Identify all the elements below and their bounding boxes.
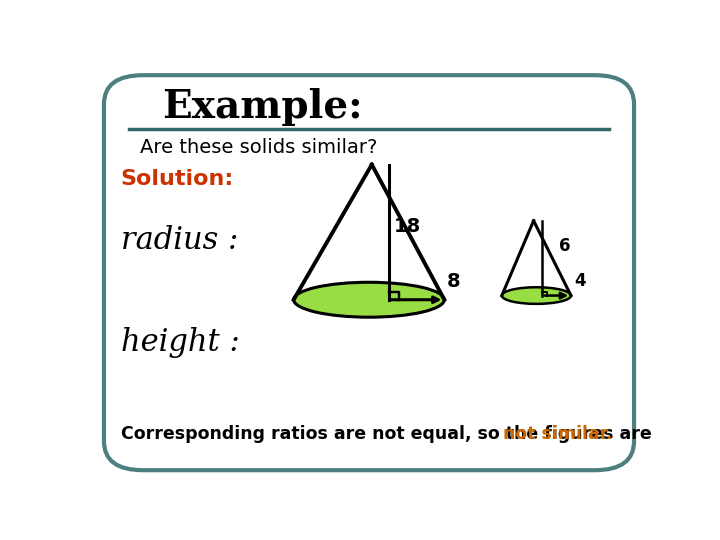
- FancyBboxPatch shape: [104, 75, 634, 470]
- Text: 6: 6: [559, 237, 570, 255]
- Text: Example:: Example:: [163, 87, 363, 126]
- Text: Corresponding ratios are not equal, so the figures are: Corresponding ratios are not equal, so t…: [121, 425, 657, 443]
- Text: Solution:: Solution:: [121, 168, 234, 189]
- Ellipse shape: [502, 287, 571, 304]
- Text: 8: 8: [447, 272, 461, 292]
- Text: not similar.: not similar.: [503, 425, 612, 443]
- Ellipse shape: [294, 282, 444, 317]
- Text: Are these solids similar?: Are these solids similar?: [140, 138, 377, 157]
- Text: 18: 18: [394, 218, 421, 237]
- Text: radius :: radius :: [121, 225, 238, 256]
- Text: height :: height :: [121, 327, 240, 358]
- Text: 4: 4: [575, 272, 586, 290]
